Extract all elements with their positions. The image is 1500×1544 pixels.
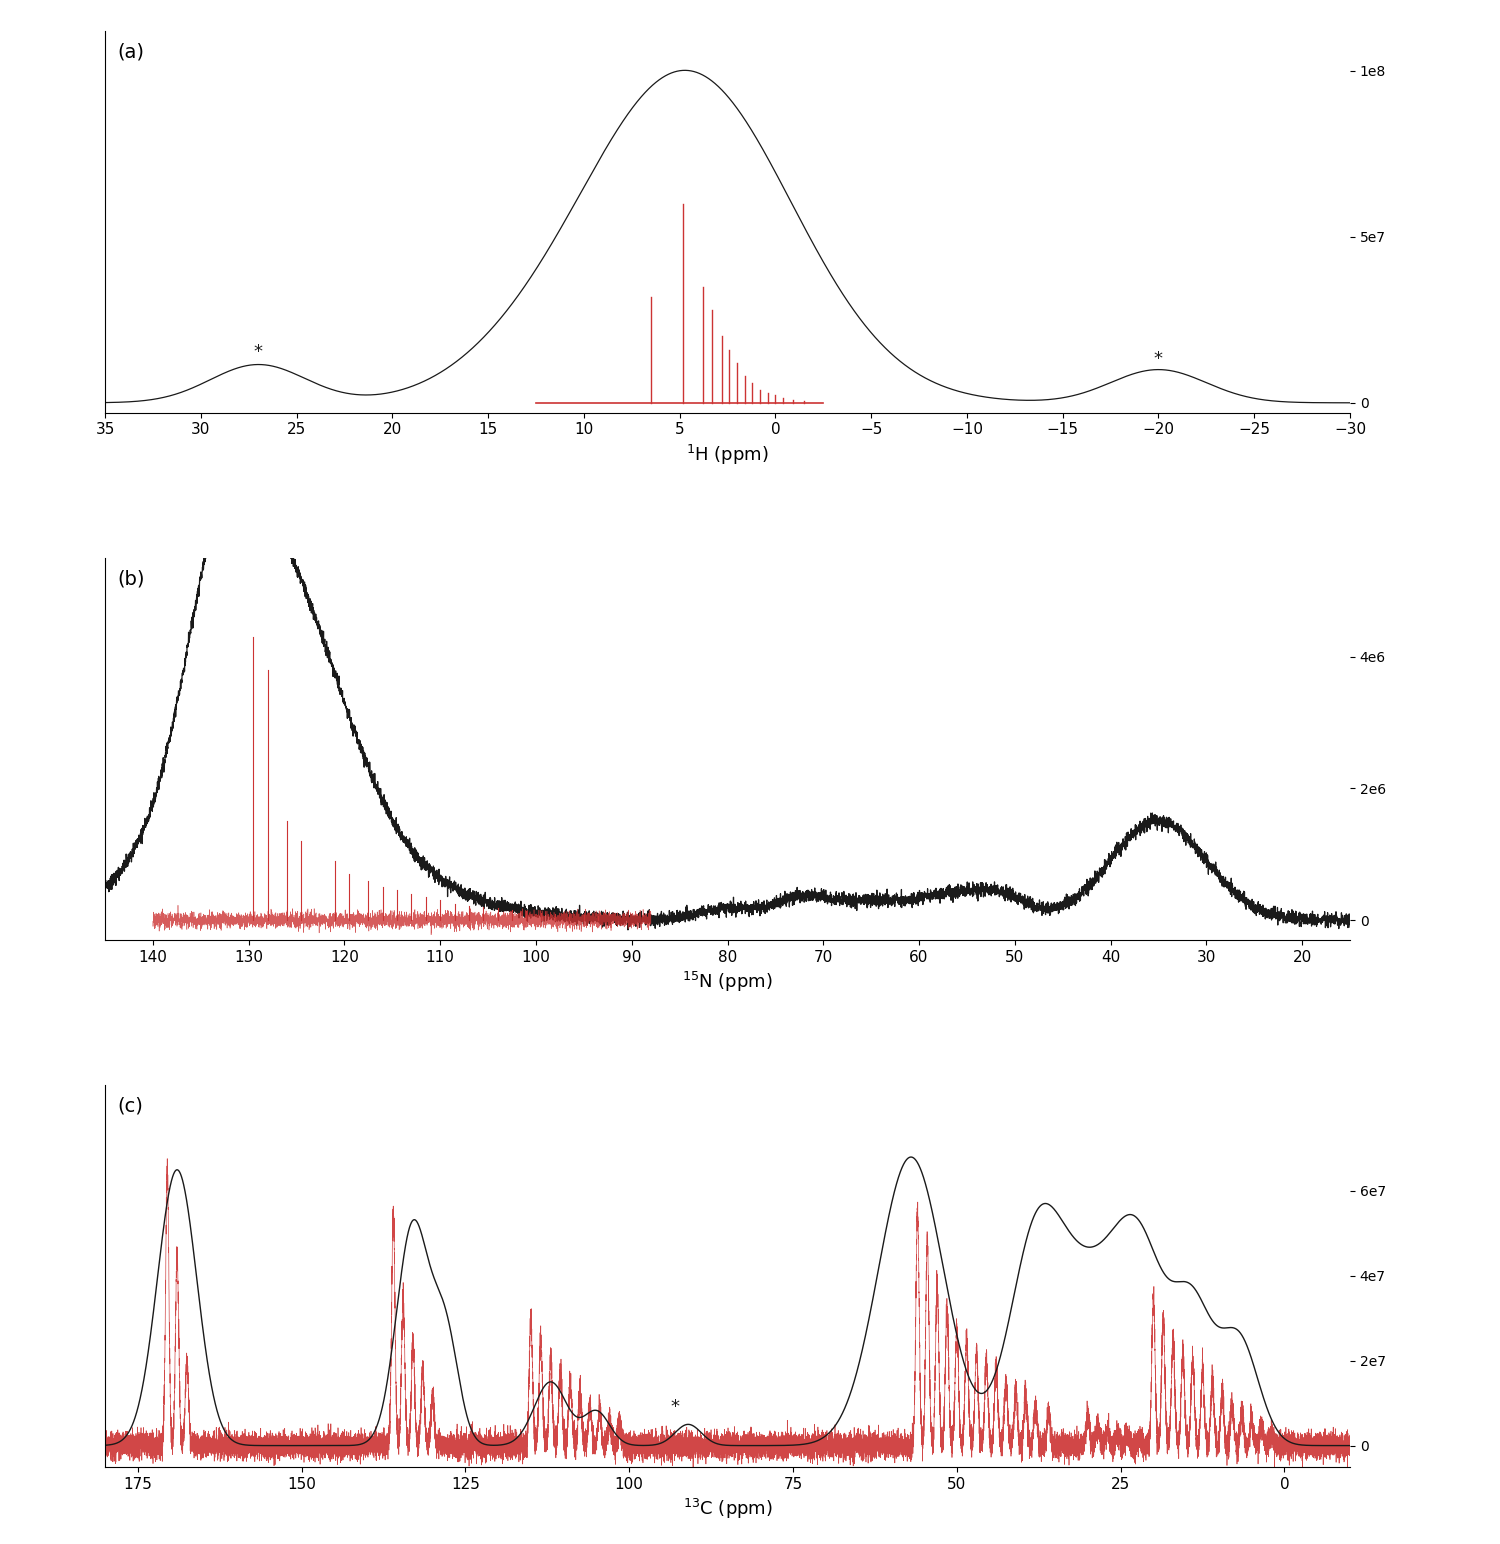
X-axis label: $^{13}$C (ppm): $^{13}$C (ppm) xyxy=(682,1498,772,1521)
Text: (b): (b) xyxy=(117,570,146,588)
X-axis label: $^{1}$H (ppm): $^{1}$H (ppm) xyxy=(686,443,770,468)
Text: *: * xyxy=(1154,350,1162,367)
Text: (a): (a) xyxy=(117,42,144,62)
Text: *: * xyxy=(670,1397,680,1416)
Text: (c): (c) xyxy=(117,1096,144,1115)
Text: *: * xyxy=(254,343,262,361)
X-axis label: $^{15}$N (ppm): $^{15}$N (ppm) xyxy=(682,970,772,994)
